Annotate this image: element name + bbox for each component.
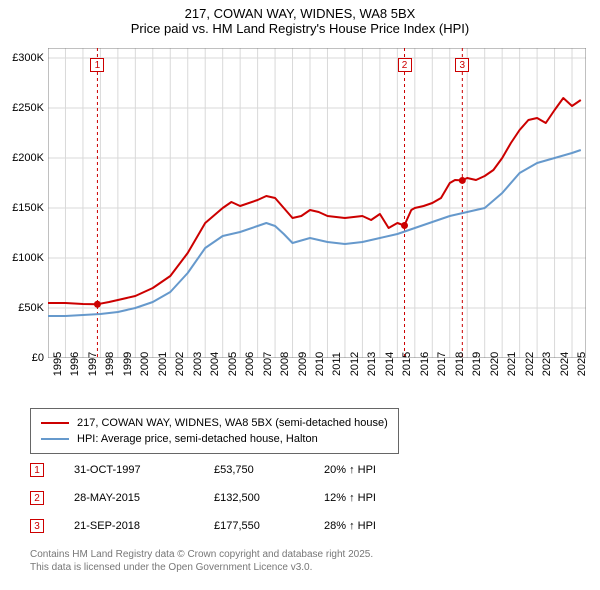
sale-marker-flag: 2 — [398, 58, 412, 72]
x-tick-label: 2007 — [262, 352, 274, 376]
x-tick-label: 2025 — [576, 352, 588, 376]
footer-line-2: This data is licensed under the Open Gov… — [30, 561, 373, 574]
x-tick-label: 2009 — [297, 352, 309, 376]
sale-marker-flag: 1 — [90, 58, 104, 72]
sales-row-2: 2 28-MAY-2015 £132,500 12% ↑ HPI — [30, 484, 424, 512]
x-tick-label: 1997 — [87, 352, 99, 376]
y-tick-label: £200K — [12, 152, 44, 164]
x-tick-label: 2019 — [471, 352, 483, 376]
sales-date-2: 28-MAY-2015 — [74, 492, 214, 504]
sales-pct-3: 28% ↑ HPI — [324, 520, 424, 532]
sales-marker-2: 2 — [30, 491, 44, 505]
y-tick-label: £100K — [12, 252, 44, 264]
sales-table: 1 31-OCT-1997 £53,750 20% ↑ HPI 2 28-MAY… — [30, 456, 424, 540]
title-subtitle: Price paid vs. HM Land Registry's House … — [0, 21, 600, 36]
x-tick-label: 2014 — [384, 352, 396, 376]
x-tick-label: 2010 — [314, 352, 326, 376]
chart-plot-area — [48, 48, 586, 358]
x-tick-label: 1998 — [104, 352, 116, 376]
x-tick-label: 2018 — [454, 352, 466, 376]
sales-marker-1: 1 — [30, 463, 44, 477]
sales-date-3: 21-SEP-2018 — [74, 520, 214, 532]
y-tick-label: £0 — [32, 352, 44, 364]
sales-marker-3: 3 — [30, 519, 44, 533]
x-tick-label: 1996 — [69, 352, 81, 376]
x-tick-label: 2012 — [349, 352, 361, 376]
legend-swatch-price-paid — [41, 422, 69, 424]
x-tick-label: 2020 — [489, 352, 501, 376]
title-address: 217, COWAN WAY, WIDNES, WA8 5BX — [0, 6, 600, 21]
x-tick-label: 2005 — [227, 352, 239, 376]
x-tick-label: 1995 — [52, 352, 64, 376]
sale-marker-flag: 3 — [455, 58, 469, 72]
x-tick-label: 2016 — [419, 352, 431, 376]
attribution-footer: Contains HM Land Registry data © Crown c… — [30, 548, 373, 574]
x-tick-label: 2015 — [401, 352, 413, 376]
x-tick-label: 2003 — [192, 352, 204, 376]
y-tick-label: £150K — [12, 202, 44, 214]
legend-label-price-paid: 217, COWAN WAY, WIDNES, WA8 5BX (semi-de… — [77, 417, 388, 429]
x-tick-label: 2013 — [366, 352, 378, 376]
sales-date-1: 31-OCT-1997 — [74, 464, 214, 476]
x-tick-label: 2001 — [157, 352, 169, 376]
x-tick-label: 2006 — [244, 352, 256, 376]
legend-swatch-hpi — [41, 438, 69, 440]
sales-row-1: 1 31-OCT-1997 £53,750 20% ↑ HPI — [30, 456, 424, 484]
y-tick-label: £300K — [12, 52, 44, 64]
y-tick-label: £50K — [18, 302, 44, 314]
chart-legend: 217, COWAN WAY, WIDNES, WA8 5BX (semi-de… — [30, 408, 399, 454]
title-block: 217, COWAN WAY, WIDNES, WA8 5BX Price pa… — [0, 0, 600, 36]
y-tick-label: £250K — [12, 102, 44, 114]
legend-row-price-paid: 217, COWAN WAY, WIDNES, WA8 5BX (semi-de… — [41, 415, 388, 431]
x-tick-label: 2000 — [139, 352, 151, 376]
legend-label-hpi: HPI: Average price, semi-detached house,… — [77, 433, 318, 445]
x-tick-label: 2008 — [279, 352, 291, 376]
x-tick-label: 2002 — [174, 352, 186, 376]
sales-pct-2: 12% ↑ HPI — [324, 492, 424, 504]
sales-pct-1: 20% ↑ HPI — [324, 464, 424, 476]
x-tick-label: 2024 — [559, 352, 571, 376]
x-tick-label: 2023 — [541, 352, 553, 376]
sales-price-3: £177,550 — [214, 520, 324, 532]
sales-price-1: £53,750 — [214, 464, 324, 476]
sales-price-2: £132,500 — [214, 492, 324, 504]
footer-line-1: Contains HM Land Registry data © Crown c… — [30, 548, 373, 561]
sales-row-3: 3 21-SEP-2018 £177,550 28% ↑ HPI — [30, 512, 424, 540]
x-tick-label: 2011 — [331, 352, 343, 376]
chart-svg — [48, 48, 586, 358]
x-tick-label: 2022 — [524, 352, 536, 376]
x-tick-label: 1999 — [122, 352, 134, 376]
legend-row-hpi: HPI: Average price, semi-detached house,… — [41, 431, 388, 447]
x-tick-label: 2004 — [209, 352, 221, 376]
x-tick-label: 2021 — [506, 352, 518, 376]
x-tick-label: 2017 — [436, 352, 448, 376]
chart-container: 217, COWAN WAY, WIDNES, WA8 5BX Price pa… — [0, 0, 600, 590]
